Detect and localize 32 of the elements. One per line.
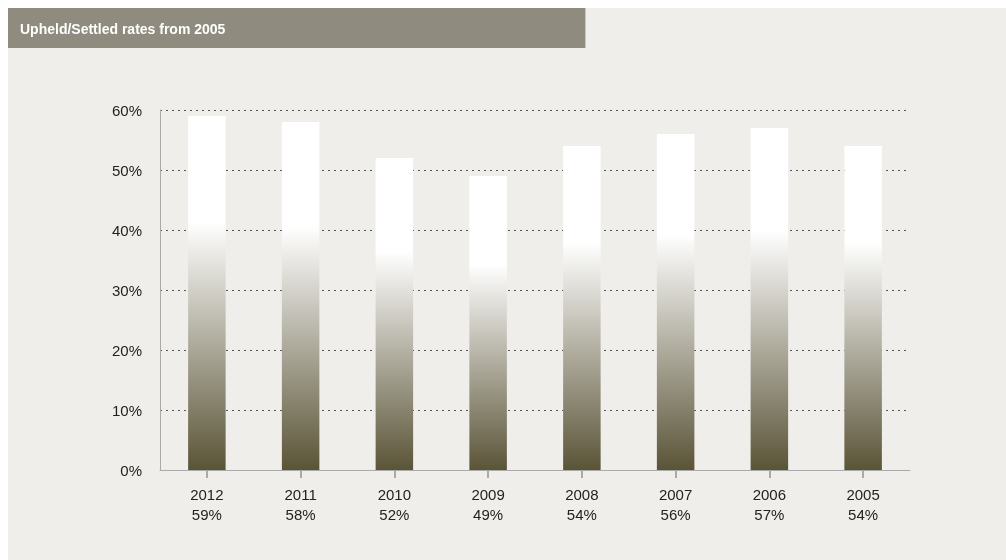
y-tick-label: 10% — [111, 401, 142, 419]
bar — [563, 146, 601, 470]
y-tick-label: 30% — [111, 281, 142, 299]
x-tick-label: 2005 — [846, 485, 880, 503]
data-label: 59% — [191, 505, 222, 523]
bar — [656, 134, 695, 470]
bar — [281, 122, 320, 470]
x-tick-label: 2007 — [658, 485, 693, 503]
y-tick-label: 50% — [111, 161, 142, 179]
data-label: 58% — [285, 505, 316, 523]
bar — [750, 128, 789, 470]
x-tick-label: 2008 — [565, 485, 599, 503]
x-tick-label: 2009 — [471, 485, 505, 503]
y-tick-label: 20% — [111, 341, 142, 359]
data-label: 54% — [848, 505, 879, 523]
x-tick-label: 2012 — [190, 485, 224, 503]
bar — [469, 176, 507, 470]
y-tick-label: 40% — [111, 221, 142, 239]
data-label: 56% — [660, 505, 691, 523]
data-label: 49% — [473, 505, 504, 523]
bar — [844, 146, 882, 470]
y-tick-label: 0% — [120, 461, 142, 479]
y-tick-label: 60% — [111, 101, 142, 119]
x-tick-label: 2011 — [284, 485, 317, 503]
x-tick-label: 2006 — [752, 485, 787, 503]
data-label: 57% — [754, 505, 785, 523]
chart-title: Upheld/Settled rates from 2005 — [20, 21, 226, 37]
bar — [375, 158, 414, 470]
bar — [188, 116, 226, 470]
x-tick-label: 2010 — [377, 485, 412, 503]
data-label: 52% — [379, 505, 410, 523]
data-label: 54% — [566, 505, 597, 523]
